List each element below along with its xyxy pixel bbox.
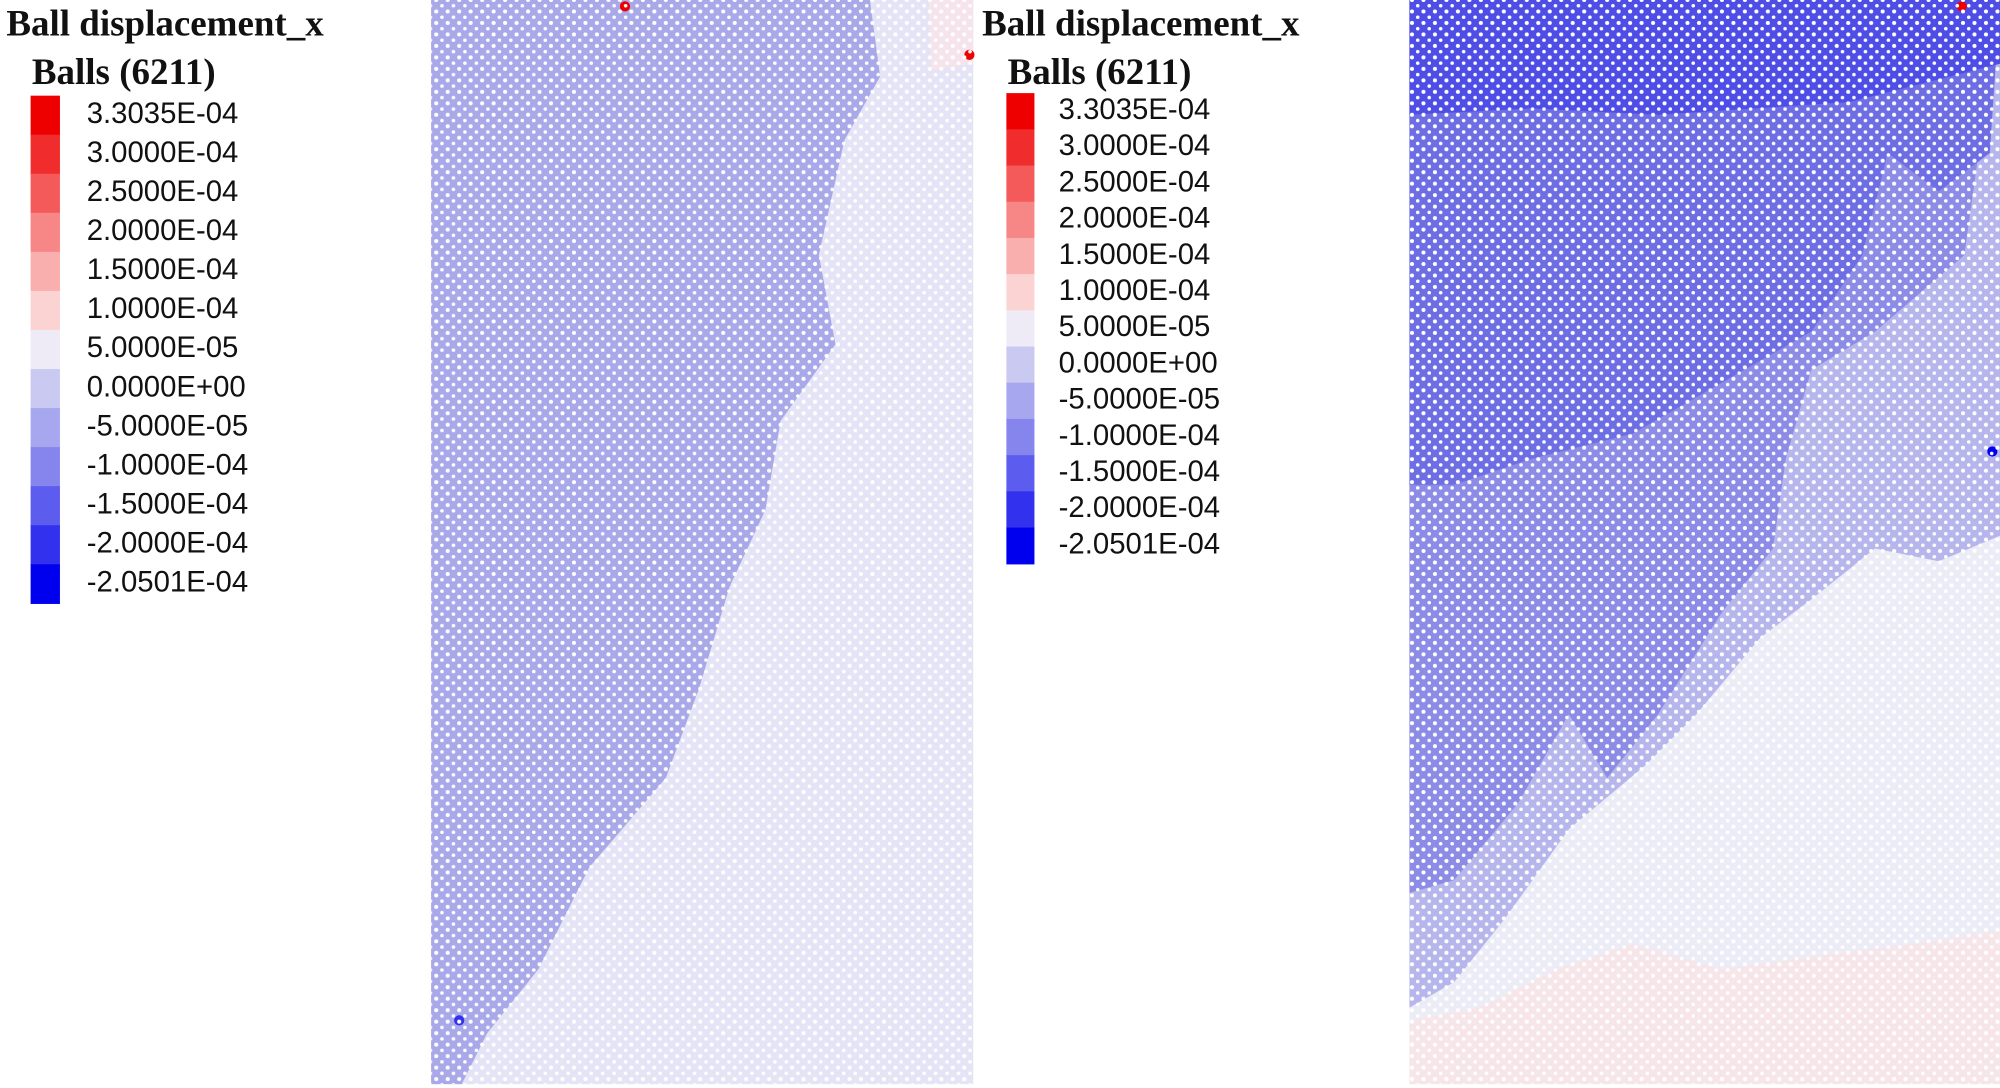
- legend-subtitle: Balls (6211): [1008, 51, 1192, 93]
- color-swatch: [1006, 346, 1035, 384]
- color-swatch: [30, 95, 60, 136]
- level-label: 1.5000E-04: [1059, 238, 1211, 271]
- particle-field-2: [1409, 0, 2000, 1085]
- level-label: 3.3035E-04: [1059, 93, 1211, 126]
- color-swatch: [1006, 237, 1035, 275]
- color-swatch: [1006, 310, 1035, 348]
- level-label: 2.0000E-04: [1059, 202, 1211, 235]
- legend-subtitle: Balls (6211): [32, 51, 216, 93]
- level-label: 0.0000E+00: [87, 370, 246, 403]
- level-label: 2.5000E-04: [87, 175, 239, 208]
- level-label: 5.0000E-05: [87, 331, 239, 364]
- color-swatch: [30, 134, 60, 175]
- level-label: 1.0000E-04: [87, 292, 239, 325]
- color-swatch: [30, 408, 60, 448]
- level-label: 3.0000E-04: [87, 136, 239, 169]
- color-swatch: [30, 290, 60, 331]
- particle-field-1: [431, 0, 975, 1085]
- level-label: 0.0000E+00: [1059, 346, 1218, 379]
- color-swatch: [1006, 418, 1035, 456]
- level-label: -2.0501E-04: [1059, 527, 1220, 560]
- color-swatch: [30, 486, 60, 526]
- color-swatch: [1006, 491, 1035, 529]
- legend-title: Ball displacement_x: [6, 3, 324, 44]
- level-label: -1.0000E-04: [87, 448, 248, 481]
- level-label: -1.5000E-04: [1059, 455, 1220, 488]
- color-swatch: [1006, 274, 1035, 311]
- color-swatch: [30, 525, 60, 565]
- color-swatch: [30, 212, 60, 253]
- level-label: 3.0000E-04: [1059, 129, 1211, 162]
- color-swatch: [1006, 455, 1035, 492]
- color-swatch: [1006, 382, 1035, 420]
- level-label: 5.0000E-05: [1059, 310, 1211, 343]
- level-label: 2.0000E-04: [87, 214, 239, 247]
- level-label: 1.5000E-04: [87, 253, 239, 286]
- level-label: 3.3035E-04: [87, 97, 239, 130]
- color-swatch: [30, 251, 60, 292]
- color-swatch: [1006, 527, 1035, 565]
- level-label: -2.0000E-04: [87, 526, 248, 559]
- level-label: 1.0000E-04: [1059, 274, 1211, 307]
- color-swatch: [30, 447, 60, 487]
- color-swatch: [30, 173, 60, 214]
- level-label: 2.5000E-04: [1059, 165, 1211, 198]
- legend-title: Ball displacement_x: [982, 3, 1300, 44]
- color-swatch: [1006, 93, 1035, 130]
- color-swatch: [1006, 165, 1035, 203]
- level-label: -2.0501E-04: [87, 566, 248, 599]
- level-label: -1.0000E-04: [1059, 419, 1220, 452]
- color-swatch: [1006, 129, 1035, 167]
- level-label: -5.0000E-05: [1059, 383, 1220, 416]
- color-swatch: [30, 369, 60, 409]
- level-label: -5.0000E-05: [87, 409, 248, 442]
- color-swatch: [1006, 201, 1035, 239]
- color-swatch: [30, 329, 60, 370]
- level-label: -1.5000E-04: [87, 487, 248, 520]
- level-label: -2.0000E-04: [1059, 491, 1220, 524]
- color-swatch: [30, 564, 60, 604]
